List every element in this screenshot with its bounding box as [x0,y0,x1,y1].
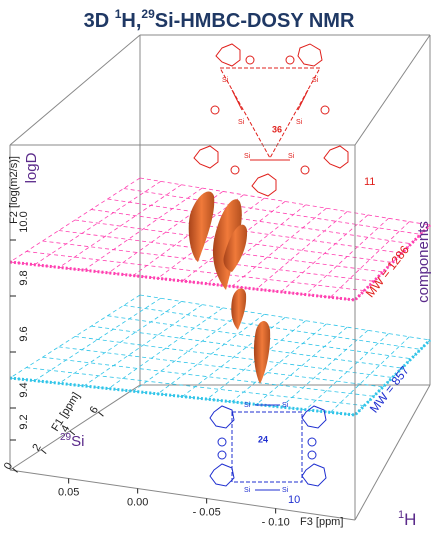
plane-grid [330,221,410,298]
title-part: 3D [84,10,115,32]
box-back [9,34,431,471]
plane-grid [74,336,393,378]
plane-edge [9,338,432,417]
tick-label: 10.0 [18,211,30,232]
atom: Si [244,153,251,160]
molecule-24-atoms: Si Si Si Si [244,402,289,494]
peak [188,191,215,262]
axis-label: F3 [ppm] [300,516,343,528]
title-part: Si-HMBC-DOSY NMR [155,10,355,32]
plane-grid [157,197,265,279]
compound-number: 10 [288,494,300,506]
cross-peaks [188,191,271,384]
plane-grid [256,326,348,405]
nucleus-sup: 29 [60,432,72,443]
title-sup: 1 [115,7,122,21]
plane-grid [26,367,365,407]
molecule-24 [209,404,327,491]
axis-name: logD [23,152,40,183]
axis-nucleus: 1H [398,509,416,530]
atom: Si [282,402,289,409]
plane-edge [9,223,432,302]
plane-grid [91,325,402,369]
plane-grid [123,304,421,350]
plane-grid [330,336,410,413]
tick-label: - 0.05 [193,506,221,518]
plane-grid [42,240,374,282]
plane-grid [132,310,244,392]
peak [223,224,248,272]
plane-grid [74,219,393,263]
tick-mark [12,467,18,473]
molecule-id: 36 [272,124,282,134]
tick-label: 0 [2,461,15,472]
atom: Si [244,402,251,409]
plane-grid [58,346,384,388]
tick-label: 0.00 [127,496,148,508]
plane-grid [108,307,224,389]
atom: Si [282,487,289,494]
tick-mark [69,430,76,436]
tick-label: 4 [59,423,72,434]
plane-grid [107,198,412,245]
molecule-36-atoms: Si Si Si Si Si Si [222,77,319,160]
plane-grid [83,304,203,387]
plane-grid [280,330,369,408]
plane-grid [354,339,431,416]
compound-number: 11 [364,176,375,188]
tick-label: 2 [30,442,43,453]
f2-ticks: 10.0 9.8 9.6 9.4 9.2 [10,211,30,441]
plane-grid [26,251,365,292]
tick-label: 9.6 [18,326,30,341]
plane-grid [83,187,203,271]
axis-label: F2 [log(m2/s)] [8,156,20,224]
plane-grid [123,188,421,235]
tick-label: 0.05 [58,486,79,498]
box-front [9,34,431,521]
plane-grid [42,356,374,397]
title-sup: 29 [141,7,155,21]
atom: Si [222,77,229,84]
plane-grid [256,211,348,290]
molecule-36 [193,43,349,197]
plane-grid [280,214,369,293]
title-part: H, [121,10,141,32]
planes [9,177,432,417]
plane-grid [157,313,265,395]
atom: Si [238,119,245,126]
peak [253,321,271,384]
tick-label: 9.8 [18,270,30,285]
atom: Si [312,77,319,84]
axis-nucleus: 29Si [60,432,84,450]
title: 3D 1H,29Si-HMBC-DOSY NMR [84,7,355,32]
tick-mark [98,411,104,417]
peak [231,288,247,330]
nucleus-sup: 1 [398,509,404,521]
plane-grid [132,194,244,276]
tick-label: 9.4 [18,382,30,397]
plane-grid [107,315,412,360]
tick-label: 9.2 [18,414,30,429]
atom: Si [296,119,303,126]
f1-ticks: 0 2 4 6 [2,405,104,473]
tick-label: 6 [88,405,101,416]
atom: Si [244,487,251,494]
plane-label: MW = 1286 [363,243,412,300]
peak [212,199,242,290]
tick-mark [40,449,47,454]
molecule-id: 24 [258,434,268,444]
side-label: components [415,221,432,303]
nucleus: Si [71,433,84,450]
f3-ticks: 0.05 0.00 - 0.05 - 0.10 [58,478,290,528]
tick-label: - 0.10 [262,516,290,528]
plane-grid [354,224,431,301]
nucleus: H [404,510,416,529]
atom: Si [288,153,295,160]
